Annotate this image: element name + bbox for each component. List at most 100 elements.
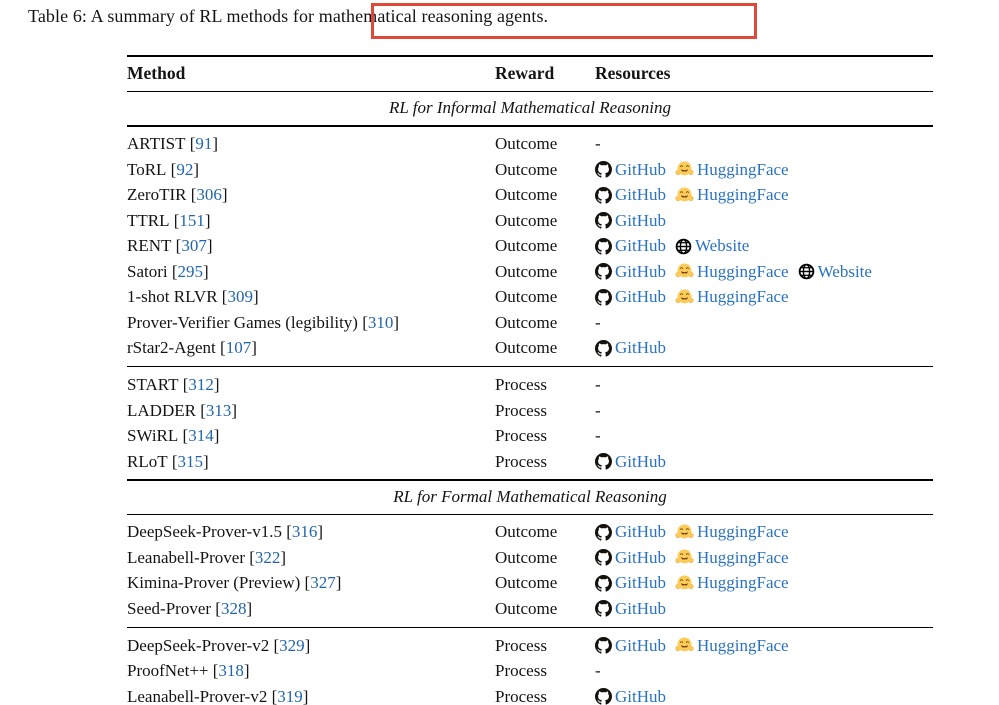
table-row: TTRL [151] Outcome GitHub (127, 208, 933, 234)
citation-bracket-close: ] (212, 134, 219, 154)
resources-cell: - (595, 426, 933, 446)
resource-link-website[interactable]: Website (675, 236, 749, 256)
method-cell: ToRL [92] (127, 160, 495, 180)
resource-link-github[interactable]: GitHub (595, 262, 666, 282)
resources-cell: GitHub HuggingFace (595, 636, 933, 656)
resource-link-label: GitHub (615, 635, 666, 655)
huggingface-icon (675, 186, 694, 205)
huggingface-icon (675, 574, 694, 593)
citation-link[interactable]: 309 (227, 287, 253, 307)
citation-bracket-open: [ (195, 400, 206, 420)
citation-bracket-close: ] (280, 547, 287, 567)
row-group: START [312] Process - LADDER [313] Process - S… (127, 367, 933, 479)
resource-link-github[interactable]: GitHub (595, 160, 666, 180)
citation-bracket-open: [ (178, 375, 189, 395)
table-row: Kimina-Prover (Preview) [327] Outcome GitH… (127, 571, 933, 597)
citation-link[interactable]: 319 (277, 686, 303, 705)
table-caption: Table 6: A summary of RL methods for mat… (28, 6, 549, 26)
resources-cell: - (595, 661, 933, 681)
resource-link-huggingface[interactable]: HuggingFace (675, 262, 789, 282)
resource-link-github[interactable]: GitHub (595, 548, 666, 568)
citation-bracket-open: [ (208, 661, 219, 681)
no-resource-dash: - (595, 312, 601, 332)
method-cell: ProofNet++ [318] (127, 661, 495, 681)
resource-link-website[interactable]: Website (798, 262, 872, 282)
citation-link[interactable]: 307 (181, 236, 207, 256)
resource-link-huggingface[interactable]: HuggingFace (675, 573, 789, 593)
resource-link-label: GitHub (615, 573, 666, 593)
resource-link-github[interactable]: GitHub (595, 338, 666, 358)
method-name: SWiRL (127, 426, 179, 446)
reward-cell: Outcome (495, 338, 558, 358)
citation-bracket-open: [ (169, 210, 180, 230)
citation-link[interactable]: 151 (179, 210, 205, 230)
citation-link[interactable]: 315 (177, 451, 204, 471)
citation-link[interactable]: 327 (310, 573, 336, 593)
resource-link-label: HuggingFace (697, 261, 789, 281)
reward-cell: Outcome (495, 598, 558, 618)
resource-link-huggingface[interactable]: HuggingFace (675, 185, 789, 205)
resource-link-label: GitHub (615, 338, 666, 358)
citation-link[interactable]: 312 (188, 375, 214, 395)
resource-link-huggingface[interactable]: HuggingFace (675, 287, 789, 307)
citation-link[interactable]: 310 (367, 312, 394, 332)
huggingface-icon (675, 262, 694, 281)
citation-link[interactable]: 314 (188, 426, 214, 446)
citation-link[interactable]: 91 (195, 134, 213, 154)
resource-link-github[interactable]: GitHub (595, 452, 666, 472)
citation-bracket-open: [ (185, 134, 196, 154)
resource-link-github[interactable]: GitHub (595, 573, 666, 593)
citation-bracket-close: ] (302, 686, 309, 705)
table-midrule (127, 626, 933, 628)
resource-link-github[interactable]: GitHub (595, 211, 666, 231)
citation-bracket-open: [ (300, 573, 311, 593)
citation-link[interactable]: 318 (218, 661, 244, 681)
reward-cell: Outcome (495, 159, 558, 179)
resource-link-github[interactable]: GitHub (595, 236, 666, 256)
resource-link-github[interactable]: GitHub (595, 522, 666, 542)
resource-link-github[interactable]: GitHub (595, 287, 666, 307)
citation-link[interactable]: 313 (205, 400, 232, 420)
citation-link[interactable]: 322 (254, 547, 281, 567)
method-name: 1-shot RLVR (127, 287, 218, 307)
resource-link-huggingface[interactable]: HuggingFace (675, 160, 789, 180)
row-group: ARTIST [91] Outcome - ToRL [92] Outcome GitHu… (127, 127, 933, 367)
column-header-method: Method (127, 63, 186, 84)
row-group: DeepSeek-Prover-v2 [329] Process GitHub Hug… (127, 628, 933, 705)
citation-link[interactable]: 107 (225, 338, 252, 358)
globe-icon (798, 263, 815, 280)
method-name: rStar2-Agent (127, 338, 216, 358)
reward-cell: Outcome (495, 185, 558, 205)
citation-link[interactable]: 92 (176, 159, 194, 179)
resource-link-label: HuggingFace (697, 159, 789, 179)
table-row: RENT [307] Outcome GitHub Website (127, 234, 933, 260)
citation-link[interactable]: 328 (220, 598, 247, 618)
huggingface-icon (675, 160, 694, 179)
method-cell: Leanabell-Prover-v2 [319] (127, 687, 495, 705)
citation-bracket-open: [ (211, 598, 221, 618)
citation-link[interactable]: 316 (291, 522, 318, 542)
resource-link-github[interactable]: GitHub (595, 636, 666, 656)
citation-bracket-open: [ (281, 522, 292, 542)
resources-cell: GitHub HuggingFace (595, 573, 933, 593)
citation-link[interactable]: 295 (177, 261, 204, 281)
resource-link-label: GitHub (615, 547, 666, 567)
resource-link-huggingface[interactable]: HuggingFace (675, 548, 789, 568)
table-row: Leanabell-Prover-v2 [319] Process GitHub (127, 684, 933, 705)
method-cell: LADDER [313] (127, 401, 495, 421)
resource-link-huggingface[interactable]: HuggingFace (675, 522, 789, 542)
resource-link-github[interactable]: GitHub (595, 687, 666, 705)
resources-cell: GitHub (595, 211, 933, 231)
resource-link-label: GitHub (615, 236, 666, 256)
resources-cell: - (595, 134, 933, 154)
method-name: RLoT (127, 451, 168, 471)
citation-bracket-close: ] (213, 375, 220, 395)
citation-link[interactable]: 306 (196, 185, 222, 205)
resource-link-huggingface[interactable]: HuggingFace (675, 636, 789, 656)
citation-link[interactable]: 329 (279, 635, 305, 655)
method-name: TTRL (127, 210, 170, 230)
resource-link-github[interactable]: GitHub (595, 599, 666, 619)
reward-cell: Process (495, 686, 547, 705)
resource-link-github[interactable]: GitHub (595, 185, 666, 205)
